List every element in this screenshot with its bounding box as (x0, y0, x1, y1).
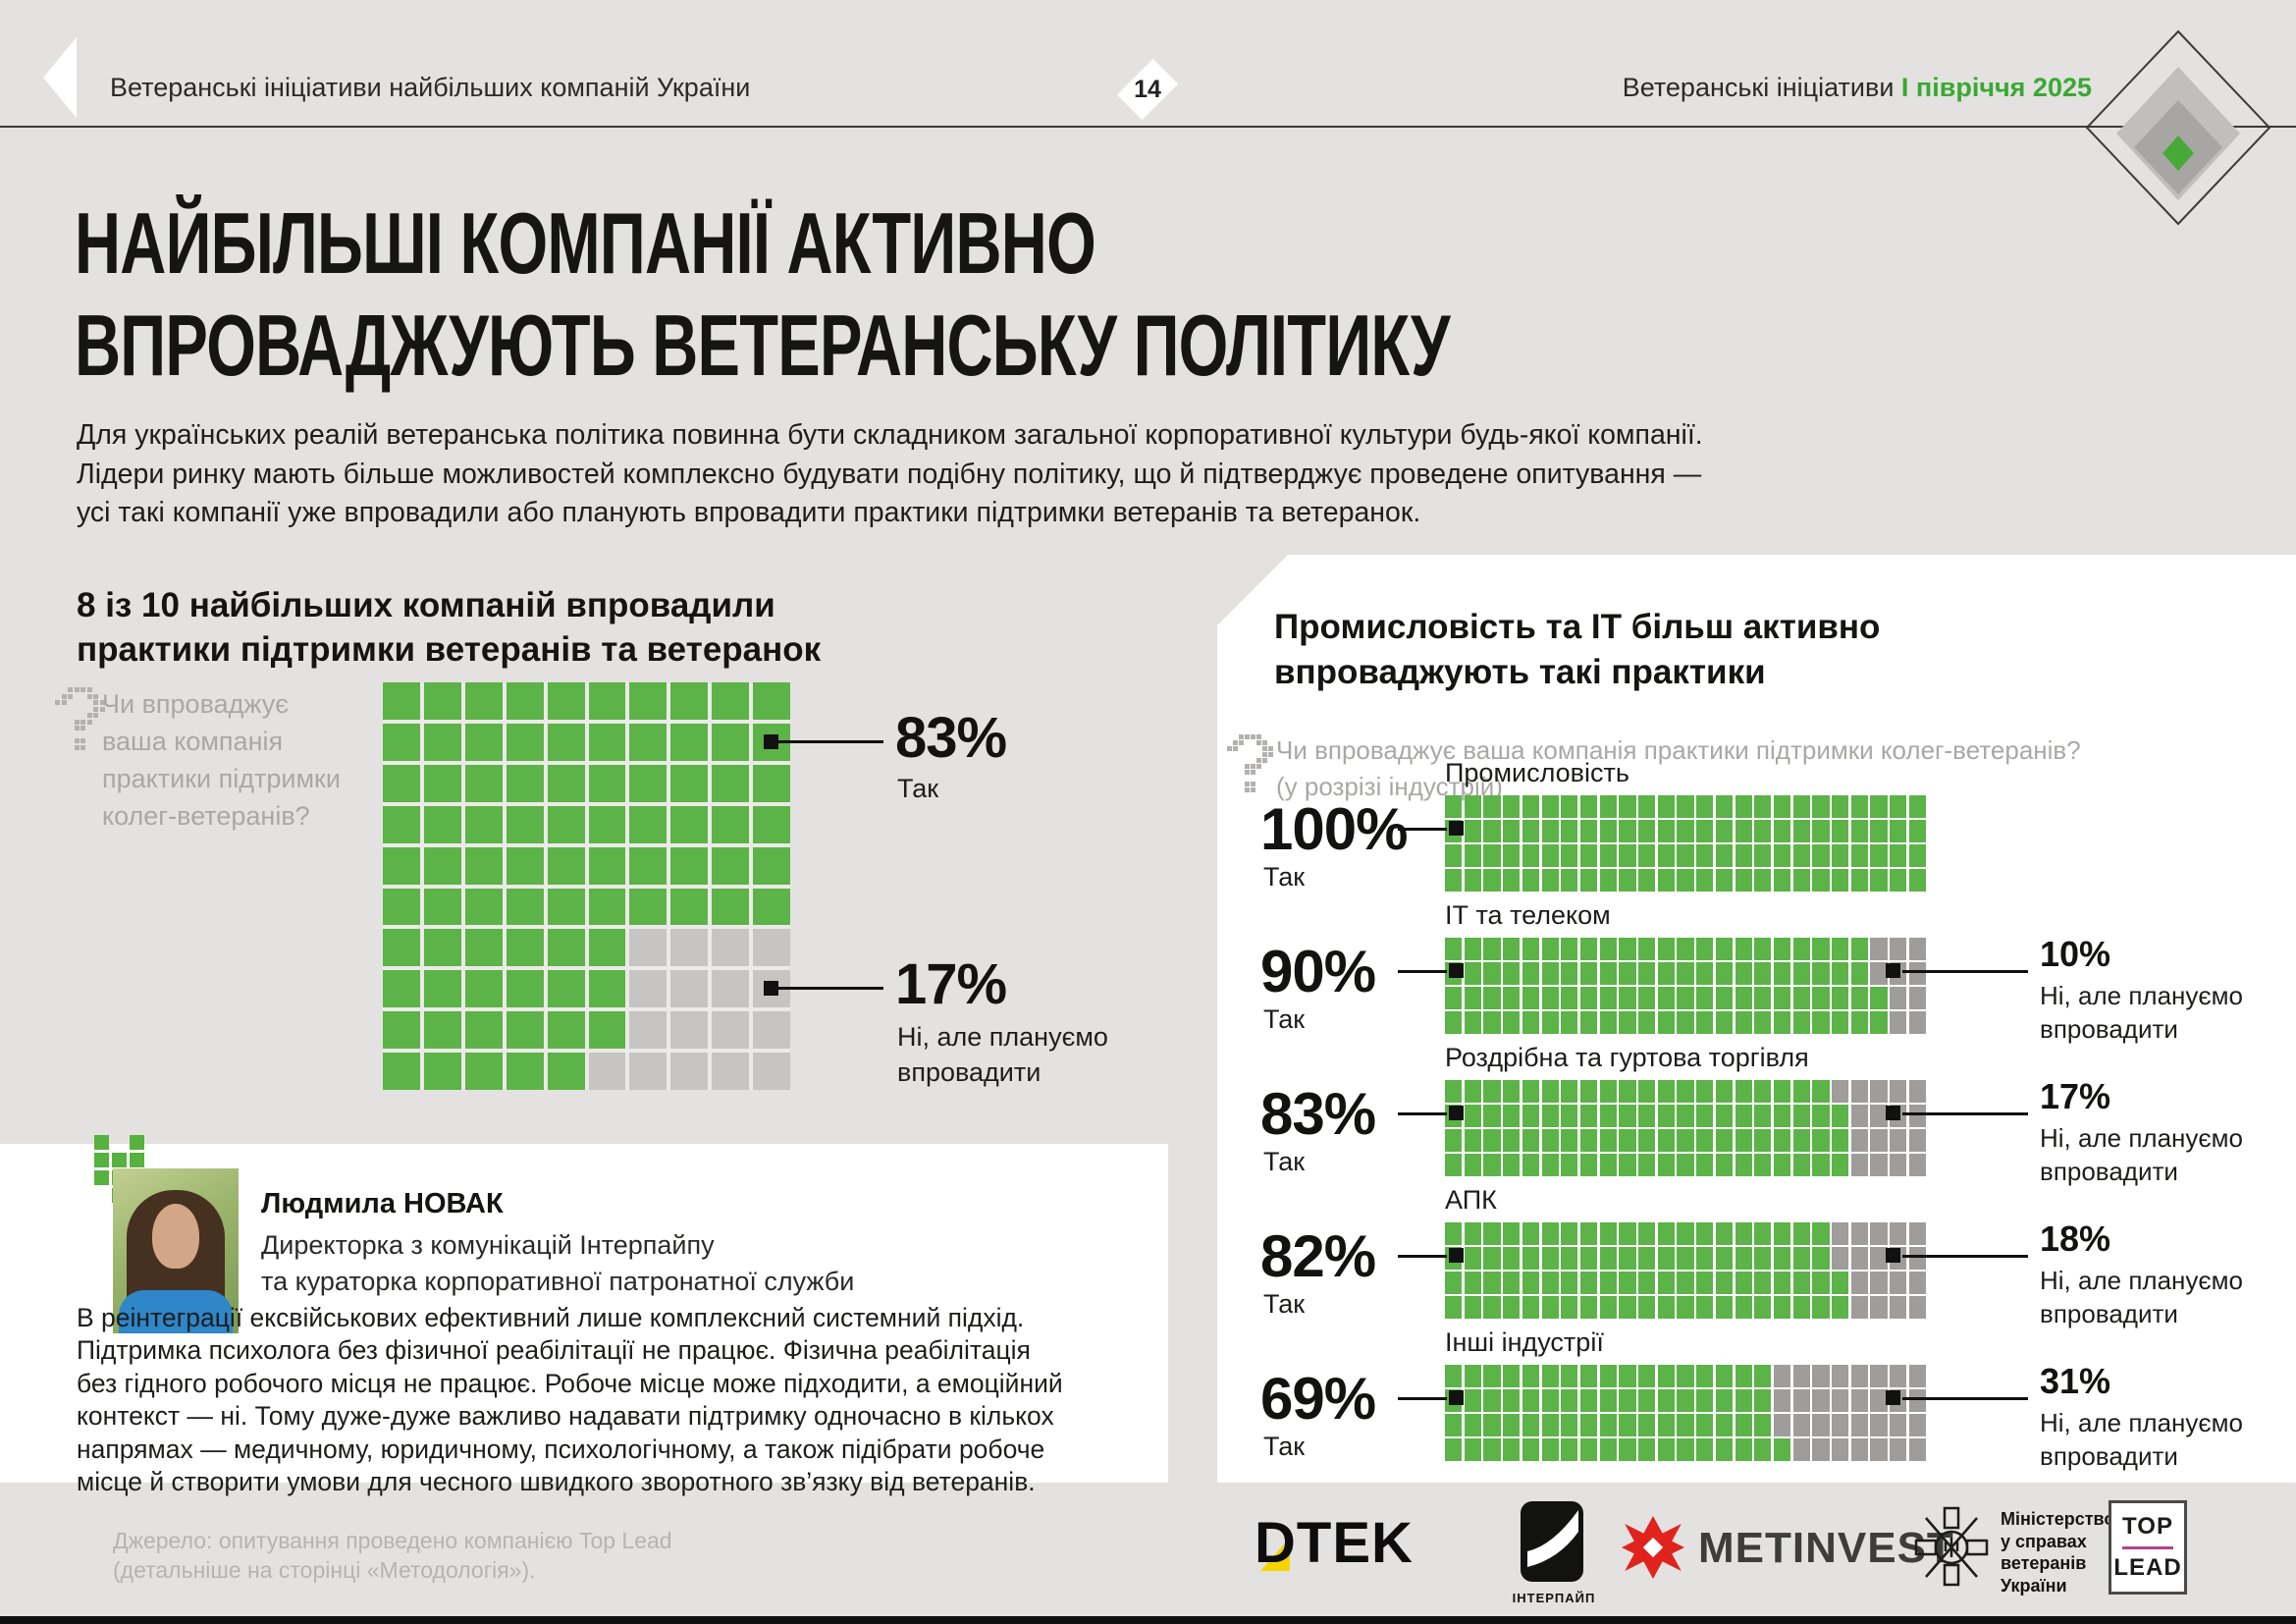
industry-row-promyslovist: Промисловість 100% Так (1217, 758, 2296, 898)
ministry-logo-text: Міністерство у справах ветеранів України (2001, 1509, 2115, 1596)
yes-label: Так (1263, 1004, 1306, 1034)
expert-quote: В реінтеграції ексвійськових ефективний … (77, 1303, 1063, 1497)
page-number-diamond: 14 (1116, 57, 1179, 122)
interpipe-logo-icon (1521, 1501, 1583, 1582)
intro-paragraph: Для українських реалій ветеранська політ… (77, 419, 1703, 528)
callout-line (1902, 970, 2028, 973)
callout-marker (1449, 1390, 1464, 1405)
no-percent: 17% (2040, 1076, 2111, 1116)
no-label: Ні, але плануємо впровадити (897, 1022, 1108, 1087)
no-percent: 31% (2040, 1361, 2111, 1401)
no-label: Ні, але плануємо впровадити (2040, 1408, 2243, 1471)
toplead-logo-divider (2122, 1545, 2173, 1549)
yes-label: Так (1263, 1147, 1306, 1176)
photo-shirt-shape (119, 1290, 233, 1333)
callout-marker (1886, 1248, 1900, 1263)
photo-face-shape (152, 1204, 199, 1269)
industry-waffle-grid (1445, 1222, 1926, 1319)
industry-waffle-grid (1445, 1080, 1926, 1176)
right-chart-question: Чи впроваджує ваша компанія практики під… (1276, 735, 2081, 801)
metinvest-logo-icon (1622, 1516, 1684, 1579)
yes-percent: 83% (1260, 1081, 1376, 1147)
no-callout-marker (764, 981, 778, 996)
header-right-highlight: І півріччя 2025 (1900, 73, 2092, 102)
toplead-logo-bottom: LEAD (2113, 1554, 2182, 1581)
callout-line (1902, 1255, 2028, 1258)
yes-label: Так (897, 774, 939, 803)
callout-line (1902, 1397, 2028, 1400)
industry-label: АПК (1445, 1185, 1497, 1215)
metinvest-logo-text: METINVEST (1698, 1524, 1954, 1572)
industry-row-it-telekom: ІТ та телеком 90% Так 10% Ні, але планує… (1217, 900, 2296, 1044)
industry-row-inshi: Інші індустрії 69% Так 31% Ні, але плану… (1217, 1327, 2296, 1471)
left-waffle-grid (383, 682, 790, 1090)
yes-percent: 100% (1260, 796, 1408, 862)
industry-row-torhivlia: Роздрібна та гуртова торгівля 83% Так 17… (1217, 1043, 2296, 1186)
callout-marker (1449, 821, 1464, 836)
callout-marker (1886, 963, 1900, 978)
no-label: Ні, але плануємо впровадити (2040, 1123, 2243, 1186)
interpipe-logo-label: ІНТЕРПАЙП (1512, 1591, 1596, 1605)
industry-waffle-grid (1445, 795, 1926, 892)
yes-label: Так (1263, 862, 1306, 892)
header-right-title: Ветеранські ініціативи І півріччя 2025 (1623, 73, 2092, 103)
left-chart-question: Чи впроваджує ваша компанія практики під… (102, 689, 341, 831)
callout-line (1398, 1255, 1447, 1258)
callout-marker (1886, 1106, 1900, 1120)
no-label: Ні, але плануємо впровадити (2040, 1266, 2243, 1328)
right-chart-heading: Промисловість та ІТ більш активно впрова… (1274, 608, 1881, 691)
callout-line (1398, 1112, 1447, 1115)
no-label: Ні, але плануємо впровадити (2040, 981, 2243, 1044)
yes-callout-line (778, 740, 883, 743)
industry-row-apk: АПК 82% Так 18% Ні, але плануємо впровад… (1217, 1185, 2296, 1328)
industry-label: Роздрібна та гуртова торгівля (1445, 1043, 1809, 1072)
callout-marker (1449, 963, 1464, 978)
question-mark-icon (1227, 734, 1273, 792)
industry-label: Промисловість (1445, 758, 1629, 787)
no-percent: 17% (895, 952, 1007, 1016)
callout-line (1902, 1112, 2028, 1115)
callout-marker (1886, 1390, 1900, 1405)
industry-waffle-grid (1445, 1365, 1926, 1461)
header-divider (0, 126, 2296, 128)
callout-line (1398, 970, 1447, 973)
source-note: Джерело: опитування проведено компанією … (113, 1528, 672, 1583)
prev-page-arrow-icon[interactable] (43, 37, 77, 118)
yes-label: Так (1263, 1289, 1306, 1319)
callout-line (1398, 828, 1447, 831)
expert-role: Директорка з комунікацій Інтерпайпу та к… (261, 1230, 855, 1296)
industry-waffle-grid (1445, 938, 1926, 1034)
header-right-prefix: Ветеранські ініціативи (1622, 73, 1901, 102)
left-chart-heading: 8 із 10 найбільших компаній впровадили п… (77, 586, 822, 669)
page-number: 14 (1134, 75, 1161, 103)
industry-label: Інші індустрії (1445, 1327, 1604, 1357)
industry-label: ІТ та телеком (1445, 900, 1611, 930)
no-percent: 18% (2040, 1218, 2111, 1259)
dtek-logo: DTEK (1255, 1511, 1414, 1575)
brand-diamond-icon (2085, 29, 2271, 226)
ministry-veterans-emblem-icon (1914, 1506, 1989, 1587)
yes-percent: 69% (1260, 1366, 1376, 1432)
yes-percent: 90% (1260, 939, 1376, 1004)
yes-label: Так (1263, 1432, 1306, 1461)
callout-marker (1449, 1248, 1464, 1263)
callout-marker (1449, 1106, 1464, 1120)
toplead-logo-top: TOP (2122, 1513, 2173, 1540)
yes-callout-marker (764, 734, 778, 749)
yes-percent: 83% (895, 706, 1007, 770)
yes-percent: 82% (1260, 1223, 1376, 1289)
no-percent: 10% (2040, 934, 2111, 974)
expert-photo (113, 1168, 239, 1333)
bottom-bar (0, 1616, 2296, 1624)
header-left-title: Ветеранські ініціативи найбільших компан… (110, 73, 751, 102)
callout-line (1398, 1397, 1447, 1400)
question-mark-icon (55, 687, 105, 750)
toplead-logo: TOP LEAD (2109, 1500, 2187, 1595)
no-callout-line (778, 987, 883, 990)
page-title: НАЙБІЛЬШІ КОМПАНІЇ АКТИВНО ВПРОВАДЖУЮТЬ … (75, 194, 1451, 394)
expert-name: Людмила НОВАК (261, 1188, 504, 1219)
